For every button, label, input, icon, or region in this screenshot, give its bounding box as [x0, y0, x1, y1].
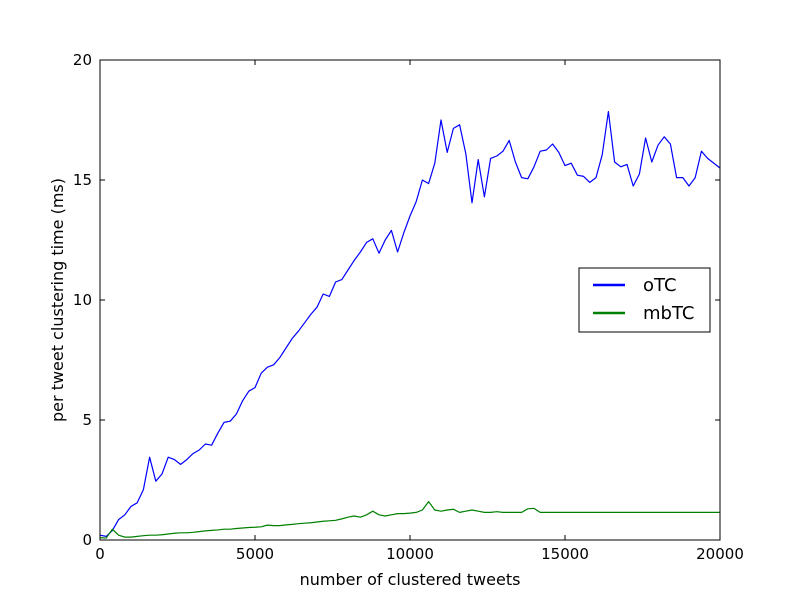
legend-label-otc: oTC — [643, 275, 677, 296]
x-tick-label: 15000 — [541, 545, 589, 563]
y-tick-label: 0 — [82, 531, 92, 549]
x-axis-title: number of clustered tweets — [300, 570, 521, 589]
series-layer — [99, 110, 721, 539]
tick-labels-layer: 0 5000 10000 15000 20000 0 5 10 15 20 — [73, 51, 744, 563]
y-tick-label: 20 — [73, 51, 92, 69]
series-line-otc — [99, 110, 721, 538]
y-tick-label: 15 — [73, 171, 92, 189]
legend-label-mbtc: mbTC — [643, 303, 694, 324]
series-line-mbtc — [99, 501, 720, 539]
x-tick-label: 0 — [95, 545, 105, 563]
x-tick-label: 20000 — [696, 545, 744, 563]
legend-box — [578, 267, 711, 333]
y-axis-title: per tweet clustering time (ms) — [48, 178, 67, 422]
y-tick-label: 5 — [82, 411, 92, 429]
ticks-layer — [99, 59, 721, 541]
y-tick-label: 10 — [73, 291, 92, 309]
x-tick-label: 10000 — [386, 545, 434, 563]
x-tick-label: 5000 — [236, 545, 274, 563]
legend: oTC mbTC — [578, 267, 711, 333]
